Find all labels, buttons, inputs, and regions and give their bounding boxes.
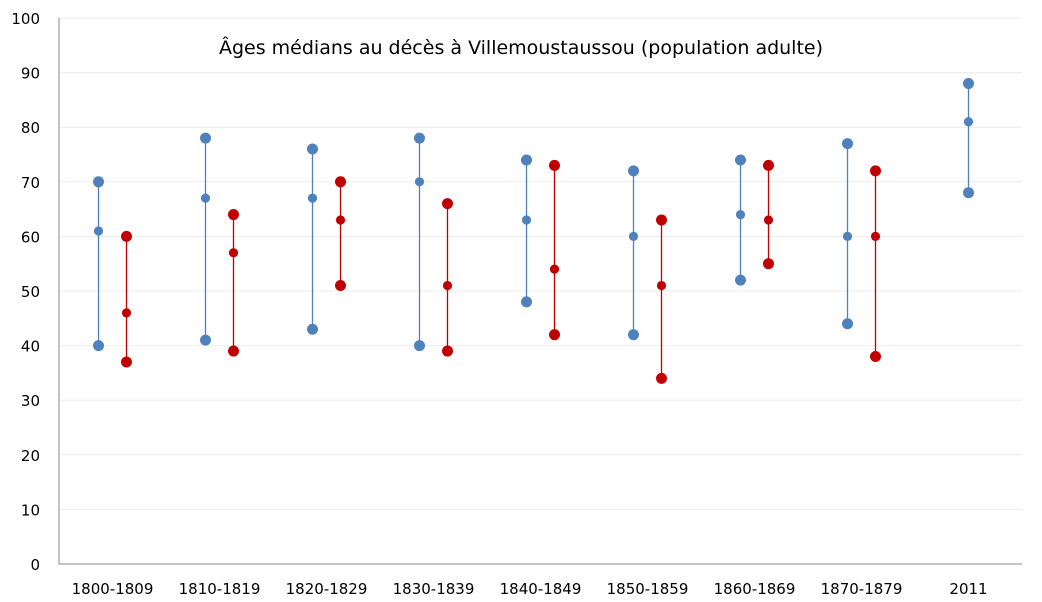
y-tick-label: 80 bbox=[21, 119, 40, 137]
chart-title: Âges médians au décès à Villemoustaussou… bbox=[219, 36, 823, 59]
data-point-low bbox=[414, 340, 425, 352]
data-point-low bbox=[307, 323, 318, 335]
data-point-low bbox=[93, 340, 104, 352]
data-point-low bbox=[963, 187, 974, 199]
x-tick-label: 1820-1829 bbox=[286, 580, 368, 598]
y-tick-label: 20 bbox=[21, 447, 40, 465]
y-tick-label: 90 bbox=[21, 65, 40, 83]
data-point-median bbox=[414, 177, 425, 187]
data-point-high bbox=[763, 159, 774, 171]
data-point-median bbox=[735, 209, 746, 220]
data-point-high bbox=[628, 165, 639, 177]
data-point-low bbox=[735, 274, 746, 286]
data-point-median bbox=[93, 226, 104, 236]
y-tick-label: 0 bbox=[30, 556, 40, 574]
data-point-median bbox=[121, 308, 132, 318]
data-point-median bbox=[656, 280, 667, 291]
data-point-low bbox=[521, 296, 532, 308]
data-point-median bbox=[307, 193, 318, 203]
data-point-high bbox=[93, 176, 104, 188]
data-point-low bbox=[549, 329, 560, 341]
y-tick-labels: 0 10 20 30 40 50 60 70 80 90 100 bbox=[11, 10, 40, 574]
data-point-low bbox=[335, 280, 346, 292]
data-point-high bbox=[870, 165, 881, 177]
x-tick-label: 2011 bbox=[949, 580, 987, 598]
data-point-high bbox=[549, 159, 560, 171]
data-point-median bbox=[763, 215, 774, 225]
x-tick-labels: 1800-1809 1810-1819 1820-1829 1830-1839 1840… bbox=[72, 580, 988, 598]
data-point-low bbox=[200, 334, 211, 346]
data-point-high bbox=[200, 132, 211, 144]
y-tick-label: 70 bbox=[21, 174, 40, 192]
data-point-median bbox=[870, 231, 881, 241]
data-point-low bbox=[870, 351, 881, 363]
data-point-high bbox=[656, 214, 667, 226]
gridlines bbox=[59, 17, 1022, 510]
data-point-low bbox=[228, 345, 239, 357]
y-tick-label: 30 bbox=[21, 392, 40, 410]
data-point-median bbox=[200, 193, 211, 203]
data-point-low bbox=[763, 258, 774, 270]
data-point-low bbox=[656, 372, 667, 384]
data-point-median bbox=[549, 264, 560, 274]
data-point-high bbox=[414, 132, 425, 144]
y-tick-label: 100 bbox=[11, 10, 40, 28]
data-point-median bbox=[442, 280, 453, 291]
x-tick-label: 1810-1819 bbox=[179, 580, 261, 598]
data-point-low bbox=[628, 329, 639, 341]
data-point-low bbox=[121, 356, 132, 368]
x-tick-label: 1860-1869 bbox=[714, 580, 796, 598]
data-point-high bbox=[335, 176, 346, 188]
x-tick-label: 1830-1839 bbox=[393, 580, 475, 598]
data-point-high bbox=[521, 154, 532, 166]
data-point-high bbox=[121, 230, 132, 242]
y-tick-label: 60 bbox=[21, 228, 40, 246]
data-point-high bbox=[307, 143, 318, 155]
data-point-low bbox=[842, 318, 853, 330]
y-tick-label: 40 bbox=[21, 338, 40, 356]
data-point-high bbox=[842, 138, 853, 150]
data-point-high bbox=[735, 154, 746, 166]
data-point-median bbox=[628, 231, 639, 241]
data-point-high bbox=[442, 198, 453, 210]
data-marks bbox=[93, 78, 974, 384]
data-point-median bbox=[228, 248, 239, 258]
data-point-low bbox=[442, 345, 453, 357]
x-tick-label: 1850-1859 bbox=[607, 580, 689, 598]
x-tick-label: 1800-1809 bbox=[72, 580, 154, 598]
data-point-high bbox=[228, 209, 239, 221]
data-point-median bbox=[521, 215, 532, 225]
y-tick-label: 50 bbox=[21, 283, 40, 301]
y-tick-label: 10 bbox=[21, 501, 40, 519]
data-point-high bbox=[963, 78, 974, 90]
data-point-median bbox=[963, 117, 974, 127]
x-tick-label: 1870-1879 bbox=[821, 580, 903, 598]
x-tick-label: 1840-1849 bbox=[500, 580, 582, 598]
data-point-median bbox=[842, 231, 853, 241]
data-point-median bbox=[335, 215, 346, 225]
